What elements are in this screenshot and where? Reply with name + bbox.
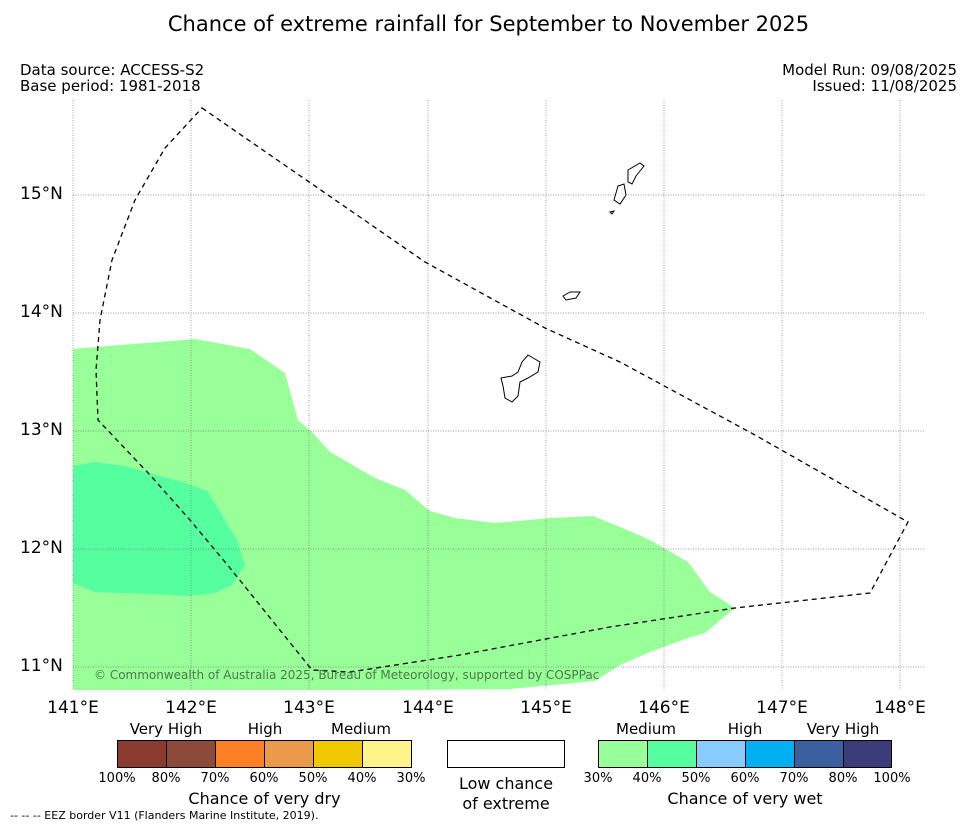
dry-pct-50: 50%: [298, 771, 328, 786]
lon-label-148e: 148°E: [874, 698, 926, 718]
wet-legend-title: Chance of very wet: [667, 789, 823, 808]
saipan-island: [627, 162, 645, 185]
lon-label-142e: 142°E: [165, 698, 217, 718]
dry-medium-label: Medium: [331, 720, 391, 738]
issued-date: Issued: 11/08/2025: [812, 77, 957, 95]
wet-pct-30: 30%: [583, 771, 613, 786]
dry-swatch-70-60: [215, 740, 265, 768]
wet-swatch-50-60: [696, 740, 746, 768]
dry-pct-80: 80%: [151, 771, 181, 786]
dry-pct-70: 70%: [200, 771, 230, 786]
dry-pct-40: 40%: [347, 771, 377, 786]
wet-pct-40: 40%: [632, 771, 662, 786]
rota-island: [562, 291, 581, 301]
low-chance-line2: of extreme: [462, 794, 550, 813]
wet-medium-label: Medium: [616, 720, 676, 738]
eez-border: [95, 107, 909, 673]
wet-high-label: High: [727, 720, 763, 738]
wet-swatch-70-80: [794, 740, 844, 768]
dry-very-high-label: Very High: [129, 720, 203, 738]
lat-label-12n: 12°N: [20, 538, 63, 558]
wet-pct-80: 80%: [828, 771, 858, 786]
copyright-notice: © Commonwealth of Australia 2025, Bureau…: [94, 668, 600, 682]
lat-label-14n: 14°N: [20, 302, 63, 322]
dry-legend-title: Chance of very dry: [188, 789, 341, 808]
map: [72, 100, 924, 690]
graticule: [72, 100, 924, 690]
lat-label-11n: 11°N: [20, 656, 63, 676]
lat-label-15n: 15°N: [20, 184, 63, 204]
data-source: Data source: ACCESS-S2: [20, 61, 205, 79]
lon-label-147e: 147°E: [756, 698, 808, 718]
wet-swatch-30-40: [598, 740, 648, 768]
meta-right: Model Run: 09/08/2025 Issued: 11/08/2025: [782, 62, 957, 94]
eez-footnote: -- -- -- EEZ border V11 (Flanders Marine…: [10, 809, 319, 822]
dry-pct-100: 100%: [98, 771, 136, 786]
dry-pct-30: 30%: [396, 771, 426, 786]
wet-pct-60: 60%: [730, 771, 760, 786]
low-chance-line1: Low chance: [458, 774, 554, 793]
tinian-island: [613, 183, 627, 205]
wet-swatch-40-50: [647, 740, 697, 768]
base-period: Base period: 1981-2018: [20, 77, 201, 95]
dry-pct-60: 60%: [249, 771, 279, 786]
lon-label-145e: 145°E: [520, 698, 572, 718]
dry-swatch-40-30: [362, 740, 412, 768]
low-chance-swatch: [447, 740, 565, 768]
guam-island: [500, 354, 541, 403]
wet-very-high-label: Very High: [806, 720, 880, 738]
wet-pct-100: 100%: [873, 771, 911, 786]
aguijan-island: [609, 210, 616, 215]
medium-wet-region: [73, 339, 735, 690]
dry-swatch-80-70: [166, 740, 216, 768]
page-title: Chance of extreme rainfall for September…: [167, 12, 810, 36]
wet-swatch-80-100: [843, 740, 892, 768]
islands: [500, 162, 645, 403]
lon-label-146e: 146°E: [638, 698, 690, 718]
low-chance-label: Low chance of extreme: [440, 774, 572, 814]
wet-pct-70: 70%: [779, 771, 809, 786]
model-run: Model Run: 09/08/2025: [782, 61, 957, 79]
dry-high-label: High: [247, 720, 283, 738]
lon-label-141e: 141°E: [47, 698, 99, 718]
high-wet-region: [73, 462, 245, 596]
dry-swatch-100-80: [117, 740, 167, 768]
lat-label-13n: 13°N: [20, 420, 63, 440]
lon-label-143e: 143°E: [283, 698, 335, 718]
wet-pct-50: 50%: [681, 771, 711, 786]
meta-left: Data source: ACCESS-S2 Base period: 1981…: [20, 62, 204, 94]
dry-swatch-50-40: [313, 740, 363, 768]
lon-label-144e: 144°E: [402, 698, 454, 718]
wet-swatch-60-70: [745, 740, 795, 768]
dry-swatch-60-50: [264, 740, 314, 768]
